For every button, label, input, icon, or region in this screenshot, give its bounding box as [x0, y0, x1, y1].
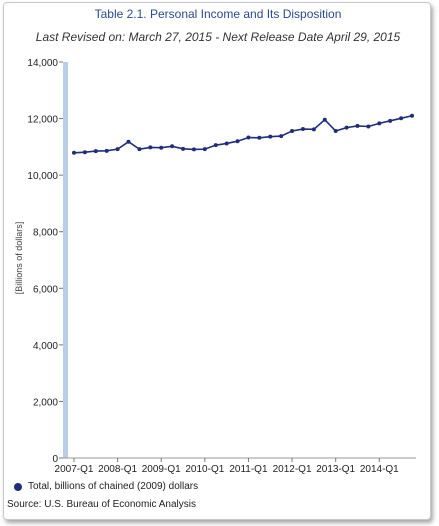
data-point: [191, 147, 196, 152]
y-tick-label: 14,000: [27, 58, 58, 69]
data-point: [246, 135, 251, 140]
x-tick-label: 2007-Q1: [55, 464, 94, 475]
data-point: [388, 118, 393, 123]
data-point: [93, 149, 98, 154]
legend: Total, billions of chained (2009) dollar…: [14, 481, 198, 492]
data-point: [377, 121, 382, 126]
data-point: [235, 139, 240, 144]
data-point: [104, 148, 109, 153]
chart-subtitle: Last Revised on: March 27, 2015 - Next R…: [35, 30, 401, 44]
legend-label: Total, billions of chained (2009) dollar…: [28, 481, 199, 492]
x-tick-label: 2008-Q1: [98, 464, 137, 475]
data-point: [181, 146, 186, 151]
data-point: [170, 144, 175, 149]
data-point: [410, 113, 414, 118]
x-tick-label: 2012-Q1: [273, 464, 312, 475]
data-point: [257, 135, 262, 140]
data-point: [72, 150, 76, 155]
data-point: [344, 125, 349, 130]
data-point: [311, 127, 316, 132]
y-tick-label: 4,000: [33, 341, 58, 352]
data-point: [82, 150, 87, 155]
chart-title: Table 2.1. Personal Income and Its Dispo…: [94, 7, 342, 21]
data-point: [137, 147, 142, 152]
series-line: [73, 114, 413, 154]
source-note: Source: U.S. Bureau of Economic Analysis: [7, 499, 196, 510]
x-tick-label: 2009-Q1: [142, 464, 181, 475]
x-tick-label: 2011-Q1: [229, 464, 268, 475]
data-point: [333, 129, 338, 134]
data-point: [202, 147, 207, 152]
legend-marker: [14, 482, 22, 491]
data-point: [224, 141, 229, 146]
data-point: [126, 139, 131, 144]
y-tick-label: 2,000: [33, 397, 58, 408]
y-axis-band: [63, 62, 68, 458]
y-tick-label: 10,000: [27, 171, 58, 182]
line-chart: 0 2,000 4,000 6,000 8,000 10,000 12,000 14,000 2…: [27, 58, 416, 475]
x-tick-label: 2013-Q1: [316, 464, 355, 475]
y-tick-label: 6,000: [33, 284, 58, 295]
data-point: [300, 127, 305, 132]
data-point: [355, 123, 360, 128]
x-tick-label: 2014-Q1: [360, 464, 399, 475]
data-point: [366, 124, 371, 129]
data-point: [290, 129, 295, 134]
data-point: [148, 145, 153, 150]
y-tick-label: 0: [52, 454, 58, 465]
y-tick-label: 12,000: [27, 115, 58, 126]
y-tick-label: 8,000: [33, 228, 58, 239]
data-point: [268, 134, 273, 139]
data-point: [115, 147, 120, 152]
x-tick-label: 2010-Q1: [185, 464, 224, 475]
data-point: [399, 116, 404, 121]
data-point: [279, 134, 284, 139]
chart-frame: Table 2.1. Personal Income and Its Dispo…: [3, 2, 431, 520]
data-point: [159, 145, 164, 150]
data-point: [213, 143, 218, 148]
data-point: [322, 117, 327, 122]
